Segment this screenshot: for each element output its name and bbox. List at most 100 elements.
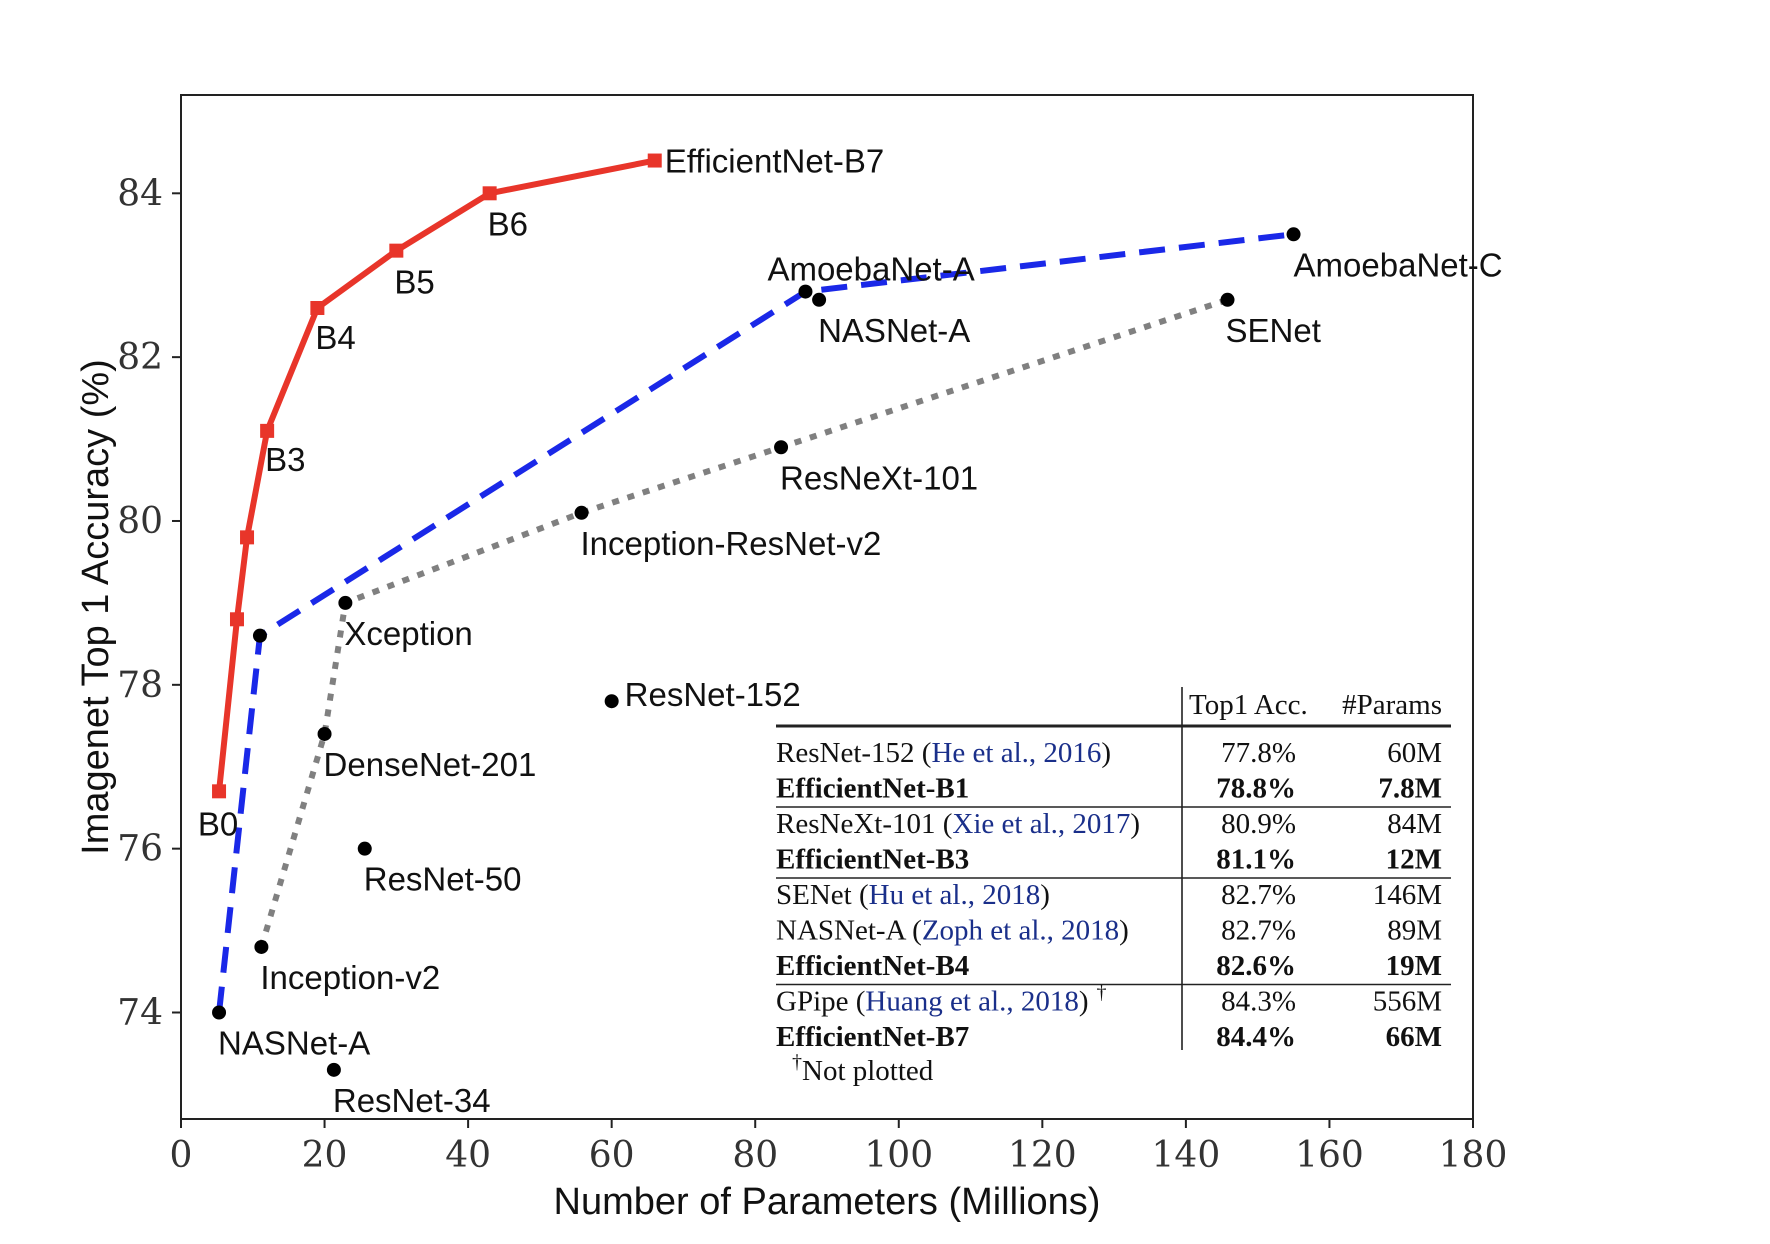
model-name: EfficientNet-B4: [776, 950, 969, 982]
point-label: Inception-ResNet-v2: [581, 525, 882, 562]
point-label: EfficientNet-B7: [665, 143, 885, 180]
x-axis-title: Number of Parameters (Millions): [554, 1181, 1101, 1223]
point-label: DenseNet-201: [324, 746, 537, 783]
table-row-acc: 82.7%: [1221, 915, 1296, 947]
y-tick-label: 76: [117, 829, 163, 870]
point-label: AmoebaNet-C: [1294, 246, 1503, 283]
point-marker: [357, 841, 372, 856]
x-tick-label: 20: [302, 1135, 348, 1176]
table-row-model: NASNet-A (Zoph et al., 2018): [776, 915, 1129, 947]
point-label: Inception-v2: [260, 959, 440, 996]
table-row-acc: 80.9%: [1221, 808, 1296, 840]
table-header-params: #Params: [1342, 689, 1442, 721]
point-marker: [310, 300, 325, 315]
point-label: B6: [488, 205, 528, 242]
point-label: ResNet-50: [364, 861, 522, 898]
point-label: NASNet-A: [218, 1025, 370, 1062]
y-tick-label: 84: [117, 173, 163, 214]
citation: Hu et al., 2018: [869, 879, 1041, 911]
point-labels: B0 B3 B4 B5 B6 EfficientNet-B7 NASNet-A AmoebaN…: [198, 143, 1503, 1119]
x-tick-label: 60: [589, 1135, 635, 1176]
point-marker: [252, 628, 267, 643]
table-row-model: GPipe (Huang et al., 2018) †: [776, 982, 1107, 1018]
point-marker: [260, 423, 275, 438]
point-label: SENet: [1226, 312, 1321, 349]
model-name: EfficientNet-B3: [776, 844, 969, 876]
model-name: EfficientNet-B1: [776, 773, 969, 805]
point-label: ResNet-152: [625, 676, 801, 713]
citation: Huang et al., 2018: [865, 986, 1078, 1018]
table-row-model: EfficientNet-B1: [776, 773, 969, 805]
x-tick-label: 80: [732, 1135, 778, 1176]
point-marker: [338, 595, 353, 610]
y-tick-label: 80: [117, 501, 163, 542]
series-line-1: [216, 231, 1294, 1013]
point-marker: [1220, 292, 1235, 307]
point-label: NASNet-A: [818, 312, 970, 349]
model-name: ResNeXt-101: [776, 808, 935, 840]
table-row-params: 60M: [1387, 737, 1442, 769]
model-name: ResNet-152: [776, 737, 915, 769]
comparison-table: Top1 Acc. #Params ResNet-152 (He et al., 2…: [776, 687, 1451, 1087]
table-row-params: 12M: [1386, 844, 1442, 876]
point-marker: [326, 1062, 341, 1077]
y-axis-title: Imagenet Top 1 Accuracy (%): [75, 359, 117, 855]
point-marker: [317, 726, 332, 741]
table-row-model: EfficientNet-B4: [776, 950, 969, 982]
point-label: B5: [394, 264, 434, 301]
table-row-acc: 84.4%: [1216, 1021, 1296, 1053]
table-row-model: EfficientNet-B3: [776, 844, 969, 876]
plot-frame: [180, 94, 1474, 1120]
point-marker: [212, 1005, 227, 1020]
point-marker: [240, 530, 255, 545]
model-name: EfficientNet-B7: [776, 1021, 969, 1053]
footnote-mark: †: [792, 1051, 802, 1073]
point-marker: [604, 694, 619, 709]
series-line-2: [258, 296, 1229, 948]
table-row-params: 556M: [1373, 986, 1442, 1018]
table-row-params: 66M: [1386, 1021, 1442, 1053]
table-header-acc: Top1 Acc.: [1189, 689, 1308, 721]
point-label: AmoebaNet-A: [767, 251, 974, 288]
x-tick-label: 180: [1439, 1135, 1508, 1176]
y-tick-label: 74: [117, 993, 163, 1034]
point-marker: [389, 243, 404, 258]
citation: Xie et al., 2017: [952, 808, 1130, 840]
footnote-text: Not plotted: [802, 1055, 934, 1087]
table-row-params: 19M: [1386, 950, 1442, 982]
x-tick-label: 0: [170, 1135, 193, 1176]
table-footnote: †Not plotted: [792, 1051, 934, 1087]
x-tick-label: 40: [445, 1135, 491, 1176]
citation: Zoph et al., 2018: [922, 915, 1119, 947]
point-label: Xception: [344, 615, 472, 652]
x-tick-label: 140: [1152, 1135, 1221, 1176]
table-row-params: 84M: [1387, 808, 1442, 840]
point-label: B0: [198, 805, 238, 842]
table-row-params: 89M: [1387, 915, 1442, 947]
table-row-params: 7.8M: [1378, 773, 1442, 805]
table-row-acc: 81.1%: [1216, 844, 1296, 876]
y-tick-label: 82: [117, 337, 163, 378]
point-label: B3: [265, 441, 305, 478]
table-row-acc: 84.3%: [1221, 986, 1296, 1018]
series-lines: [216, 157, 1294, 1013]
model-name: GPipe: [776, 986, 849, 1018]
x-tick-label: 160: [1295, 1135, 1364, 1176]
point-marker: [1286, 227, 1301, 242]
point-marker: [254, 939, 269, 954]
series-markers: [212, 153, 1301, 1077]
citation: He et al., 2016: [931, 737, 1101, 769]
point-marker: [574, 505, 589, 520]
series-line-0: [216, 157, 656, 792]
point-label: ResNet-34: [333, 1082, 491, 1119]
table-row-acc: 78.8%: [1216, 773, 1296, 805]
point-label: ResNeXt-101: [780, 459, 978, 496]
point-marker: [229, 612, 244, 627]
dagger-mark: †: [1097, 982, 1107, 1004]
x-tick-label: 120: [1008, 1135, 1077, 1176]
table-row-acc: 82.7%: [1221, 879, 1296, 911]
point-marker: [812, 292, 827, 307]
point-marker: [647, 153, 662, 168]
model-name: NASNet-A: [776, 915, 907, 947]
